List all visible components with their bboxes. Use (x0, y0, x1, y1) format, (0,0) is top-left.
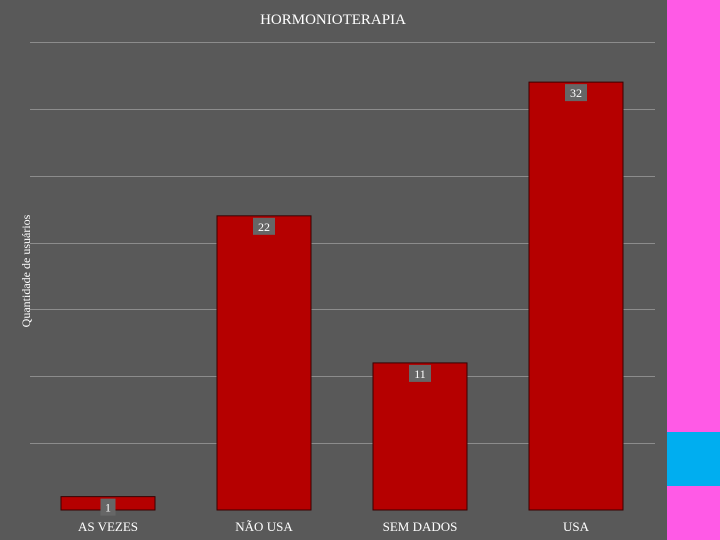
chart-title: HORMONIOTERAPIA (260, 12, 406, 28)
bar-1 (216, 215, 312, 511)
data-label-2: 11 (414, 367, 426, 381)
data-labels: 1 22 11 32 (100, 84, 587, 516)
x-tick-label-0: AS VEZES (78, 519, 138, 534)
data-label-1: 22 (258, 220, 270, 234)
data-label-box-0 (100, 498, 116, 516)
side-color-block (667, 432, 720, 486)
data-label-box-2 (409, 364, 431, 382)
bars (60, 81, 624, 511)
bar-3 (528, 81, 624, 511)
data-label-0: 1 (105, 501, 111, 515)
x-tick-labels: AS VEZES NÃO USA SEM DADOS USA (78, 519, 590, 534)
x-tick-label-3: USA (563, 519, 590, 534)
x-tick-label-1: NÃO USA (235, 519, 293, 534)
data-label-box-3 (565, 84, 587, 102)
bar-2 (372, 362, 468, 511)
data-label-3: 32 (570, 86, 582, 100)
data-label-box-1 (253, 217, 275, 235)
y-axis-label: Quantidade de usuários (19, 214, 33, 327)
x-tick-label-2: SEM DADOS (383, 519, 458, 534)
